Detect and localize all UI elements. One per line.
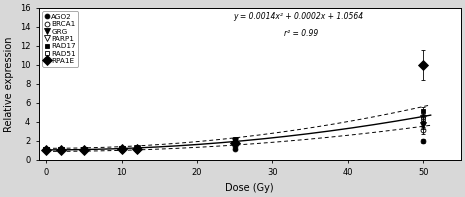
Y-axis label: Relative expression: Relative expression — [4, 36, 14, 132]
Legend: AGO2, BRCA1, GRG, PARP1, RAD17, RAD51, RPA1E: AGO2, BRCA1, GRG, PARP1, RAD17, RAD51, R… — [42, 11, 79, 67]
Text: y = 0.0014x² + 0.0002x + 1.0564: y = 0.0014x² + 0.0002x + 1.0564 — [233, 12, 363, 21]
Text: r² = 0.99: r² = 0.99 — [284, 29, 318, 38]
X-axis label: Dose (Gy): Dose (Gy) — [226, 183, 274, 193]
